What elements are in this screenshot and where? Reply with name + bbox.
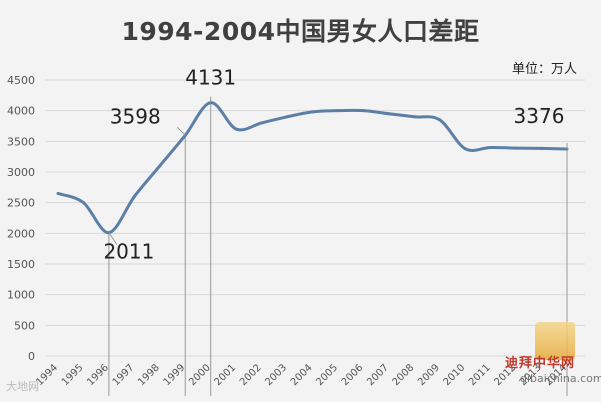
callout-label: 4131 xyxy=(185,66,236,90)
x-tick-label: 2003 xyxy=(263,362,289,388)
data-point xyxy=(489,145,493,149)
watermark-right-url: dibaichina.com xyxy=(520,372,601,385)
x-tick-label: 1997 xyxy=(111,362,137,388)
y-tick-label: 4000 xyxy=(7,105,35,118)
y-tick-label: 1000 xyxy=(7,289,35,302)
x-tick-label: 2006 xyxy=(340,362,366,388)
callout-label: 3598 xyxy=(110,104,161,128)
x-tick-label: 2011 xyxy=(467,362,493,388)
data-point xyxy=(81,201,85,205)
x-tick-label: 1999 xyxy=(162,362,188,388)
y-tick-label: 2000 xyxy=(7,227,35,240)
x-tick-label: 1996 xyxy=(85,362,111,388)
callout-label: 2011 xyxy=(103,240,154,264)
x-tick-label: 2001 xyxy=(212,362,238,388)
watermark-logo-icon xyxy=(535,322,575,360)
data-point xyxy=(361,109,365,113)
x-tick-label: 2009 xyxy=(416,362,442,388)
data-point xyxy=(463,147,467,151)
x-tick-label: 1995 xyxy=(60,362,86,388)
unit-label: 单位：万人 xyxy=(511,62,577,77)
data-point xyxy=(540,146,544,150)
data-point xyxy=(132,195,136,199)
y-tick-label: 4500 xyxy=(7,74,35,87)
callout-pointer xyxy=(108,232,118,245)
x-tick-label: 2010 xyxy=(442,362,468,388)
x-tick-label: 2007 xyxy=(365,362,391,388)
data-point xyxy=(260,121,264,125)
y-tick-label: 0 xyxy=(28,350,35,363)
x-tick-label: 2002 xyxy=(238,362,264,388)
data-point xyxy=(387,112,391,116)
x-tick-label: 2000 xyxy=(187,362,213,388)
data-point xyxy=(336,109,340,113)
data-point xyxy=(311,110,314,114)
data-point xyxy=(412,115,416,119)
data-point xyxy=(158,164,162,168)
callout-label: 3376 xyxy=(514,104,565,128)
y-tick-label: 2500 xyxy=(7,197,35,210)
x-tick-label: 2005 xyxy=(314,362,340,388)
data-point xyxy=(234,127,238,131)
data-point xyxy=(438,118,442,122)
data-point xyxy=(56,191,60,195)
y-tick-label: 3500 xyxy=(7,135,35,148)
callout-pointer xyxy=(176,126,186,136)
x-tick-label: 1998 xyxy=(136,362,162,388)
watermark-right-text: 迪拜中华网 xyxy=(505,356,576,371)
y-tick-label: 500 xyxy=(14,319,35,332)
y-tick-label: 3000 xyxy=(7,166,35,179)
x-tick-label: 2008 xyxy=(391,362,417,388)
y-tick-label: 1500 xyxy=(7,258,35,271)
data-point xyxy=(285,115,289,119)
data-point xyxy=(514,146,518,150)
x-tick-label: 2004 xyxy=(289,362,315,388)
watermark-left: 大地网 xyxy=(6,380,39,393)
chart-title: 1994-2004中国男女人口差距 xyxy=(121,17,480,46)
